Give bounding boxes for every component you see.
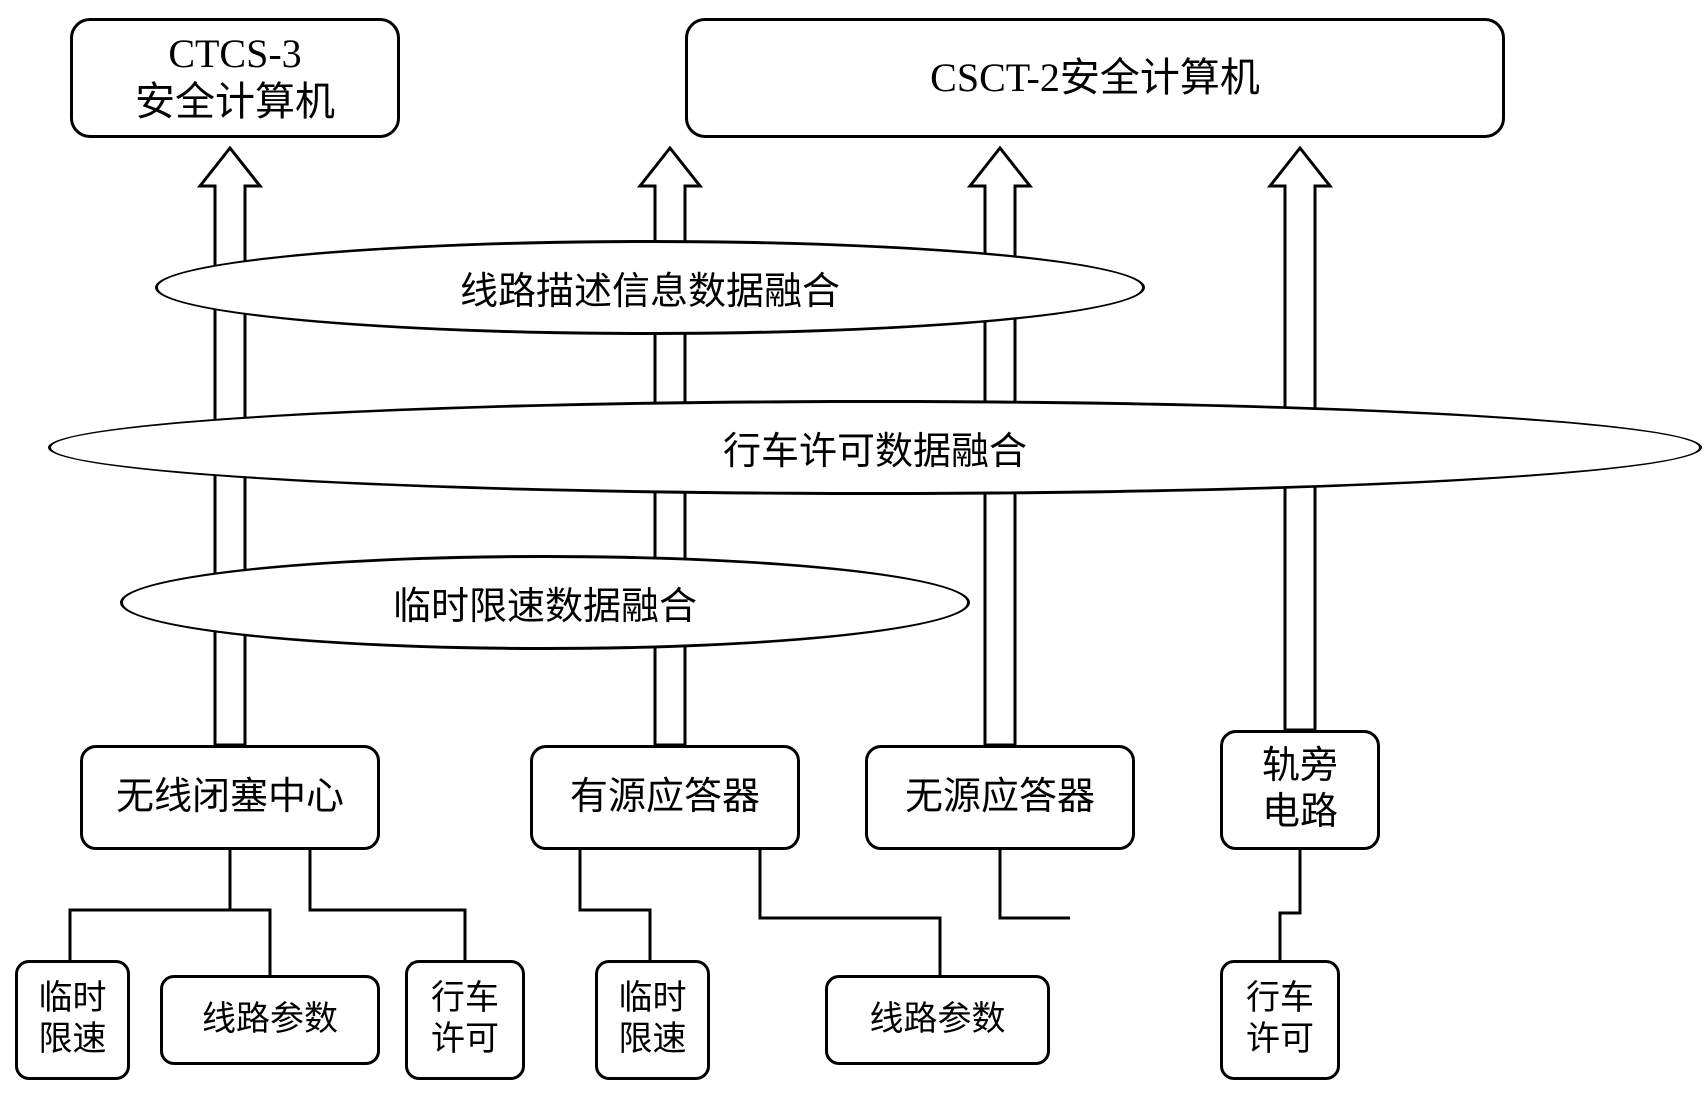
ellipse-fusion3: 临时限速数据融合 xyxy=(120,555,970,650)
leaf-box-l6: 行车许可 xyxy=(1220,960,1340,1080)
top-box-csct2: CSCT-2安全计算机 xyxy=(685,18,1505,138)
mid-box-track: 轨旁电路 xyxy=(1220,730,1380,850)
leaf-box-l3: 行车许可 xyxy=(405,960,525,1080)
leaf-box-l2: 线路参数 xyxy=(160,975,380,1065)
leaf-box-l1: 临时限速 xyxy=(15,960,130,1080)
mid-box-rbc: 无线闭塞中心 xyxy=(80,745,380,850)
ellipse-fusion1: 线路描述信息数据融合 xyxy=(155,240,1145,335)
mid-box-passive: 无源应答器 xyxy=(865,745,1135,850)
top-box-ctcs3: CTCS-3安全计算机 xyxy=(70,18,400,138)
leaf-box-l5: 线路参数 xyxy=(825,975,1050,1065)
arrow-layer xyxy=(0,0,1706,1100)
ellipse-fusion2: 行车许可数据融合 xyxy=(48,400,1702,495)
mid-box-active: 有源应答器 xyxy=(530,745,800,850)
leaf-box-l4: 临时限速 xyxy=(595,960,710,1080)
